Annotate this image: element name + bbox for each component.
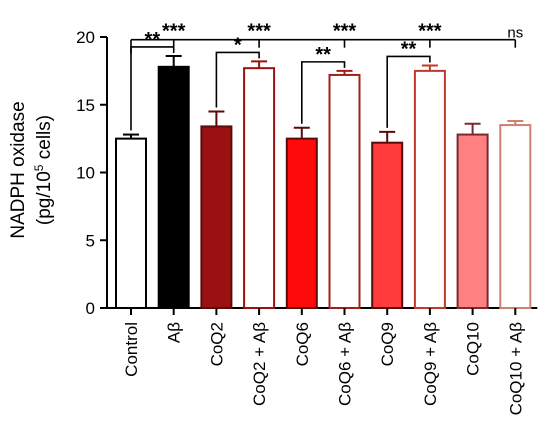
bar	[200, 125, 233, 310]
x-tick-label: CoQ9	[378, 322, 397, 366]
control-significance-label: ***	[333, 21, 357, 43]
y-axis-unit-suffix: cells)	[34, 115, 55, 165]
significance-annotations: ** * ** ***** *** *** *** ns	[130, 21, 523, 131]
x-tick-label: CoQ2	[207, 322, 226, 366]
comparison-bracket	[386, 55, 431, 128]
y-axis-title-line2: (pg/105 cells)	[32, 115, 55, 225]
bar	[413, 69, 446, 309]
x-tick-label: Aβ	[165, 322, 184, 343]
x-axis-labels: Control Aβ CoQ2 CoQ2 + Aβ CoQ6 CoQ6 + Aβ CoQ9 C…	[122, 308, 525, 415]
significance-label: **	[315, 44, 331, 66]
x-tick-label: CoQ6 + Aβ	[336, 322, 355, 406]
y-tick-label: 0	[86, 299, 95, 318]
bars	[115, 54, 532, 310]
bar	[371, 141, 404, 309]
x-tick-label: CoQ2 + Aβ	[250, 322, 269, 406]
bar	[115, 137, 147, 309]
bar	[499, 124, 532, 309]
bar	[243, 67, 276, 310]
control-significance-label: ***	[418, 21, 442, 43]
y-axis-unit-exponent: 5	[32, 164, 46, 171]
bar	[328, 73, 361, 309]
x-tick-label: CoQ9 + Aβ	[421, 322, 440, 406]
y-tick-label: 5	[86, 231, 95, 250]
x-tick-label: CoQ6	[293, 322, 312, 366]
significance-label: *	[234, 34, 242, 56]
comparison-bracket	[300, 61, 346, 124]
bar	[456, 133, 489, 309]
x-tick-label: CoQ10 + Aβ	[506, 322, 525, 416]
y-tick-label: 20	[76, 28, 95, 47]
y-tick-label: 10	[76, 164, 95, 183]
y-axis-title: NADPH oxidase (pg/105 cells)	[8, 101, 55, 238]
y-axis-unit-prefix: (pg/10	[34, 171, 55, 225]
y-tick-label: 15	[76, 96, 95, 115]
x-tick-label: CoQ10	[464, 322, 483, 376]
control-significance-label: ***	[247, 21, 271, 43]
bar	[157, 65, 190, 309]
control-significance-label: ***	[162, 21, 186, 43]
significance-label: **	[401, 38, 417, 60]
bar	[285, 137, 318, 309]
control-significance-label: ns	[507, 25, 523, 42]
y-axis-title-line1: NADPH oxidase	[8, 101, 29, 238]
comparison-bracket	[215, 51, 260, 108]
comparison-bracket	[130, 46, 175, 131]
x-tick-label: Control	[122, 322, 141, 377]
